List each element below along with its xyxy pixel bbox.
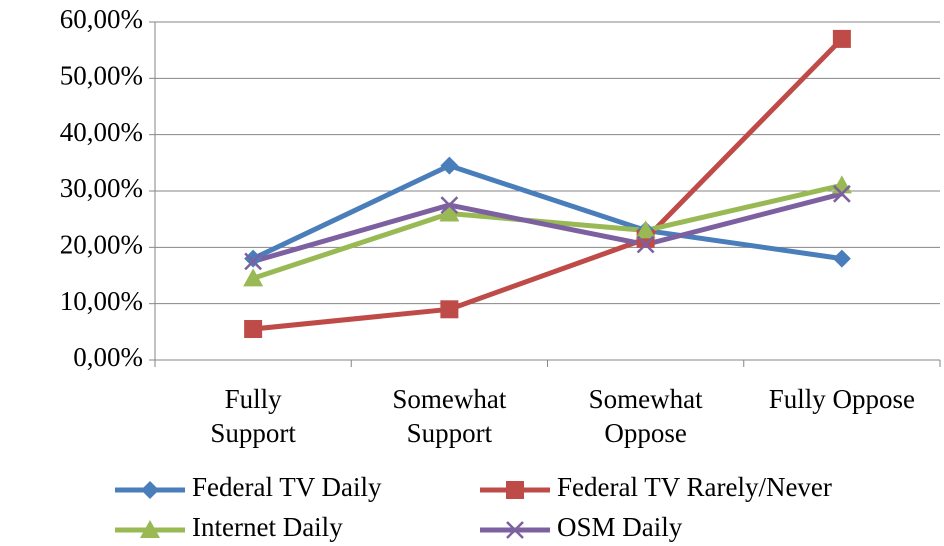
marker xyxy=(244,320,263,339)
y-tick-label: 40,00% xyxy=(60,117,143,147)
marker xyxy=(832,29,851,48)
legend-label: Federal TV Rarely/Never xyxy=(557,472,832,502)
x-tick-label: Somewhat Support xyxy=(392,384,507,448)
marker xyxy=(140,520,160,538)
marker xyxy=(440,300,459,319)
y-tick-label: 50,00% xyxy=(60,61,143,91)
legend-label: Internet Daily xyxy=(192,512,343,542)
marker xyxy=(439,203,460,222)
legend-label: Federal TV Daily xyxy=(192,472,382,502)
x-tick-label: Somewhat Oppose xyxy=(588,384,703,448)
marker xyxy=(831,175,852,194)
x-tick-label: Fully Support xyxy=(210,384,296,448)
marker xyxy=(244,249,263,268)
y-tick-label: 60,00% xyxy=(60,4,143,34)
marker xyxy=(506,521,524,539)
y-tick-label: 30,00% xyxy=(60,173,143,203)
marker xyxy=(832,249,851,268)
marker xyxy=(832,184,851,203)
y-tick-label: 20,00% xyxy=(60,230,143,260)
series-line xyxy=(252,163,843,262)
marker xyxy=(243,268,264,287)
marker xyxy=(440,196,459,214)
legend-label: OSM Daily xyxy=(557,512,683,542)
series-line xyxy=(252,37,844,332)
y-tick-label: 10,00% xyxy=(60,286,143,316)
x-tick-label: Fully Oppose xyxy=(768,384,915,414)
marker xyxy=(244,252,263,271)
marker xyxy=(440,156,459,175)
series-line xyxy=(252,182,843,281)
series-line xyxy=(252,191,843,264)
marker xyxy=(506,481,524,499)
y-tick-label: 0,00% xyxy=(73,342,143,372)
marker xyxy=(635,220,656,239)
marker xyxy=(141,481,159,499)
marker xyxy=(636,235,655,254)
